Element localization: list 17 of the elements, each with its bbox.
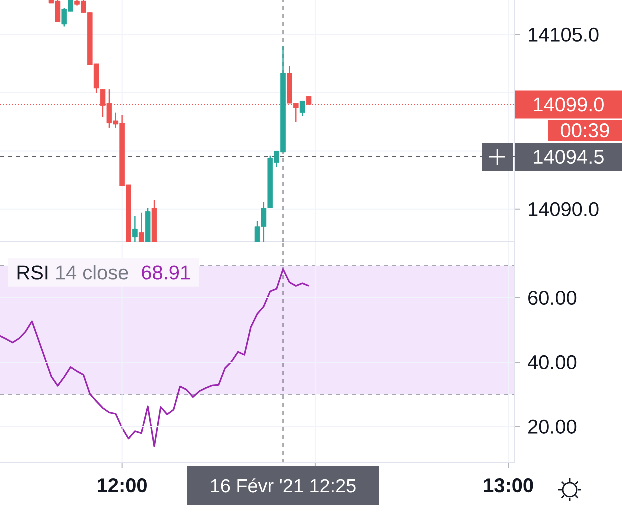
ref-line-label: 16 Févr '21 12:25 [211,478,356,493]
y-tick-label: 60.00 [528,290,577,306]
candlestick [132,216,138,243]
annotation: 68.91 [142,266,190,280]
x-tick-label: 13:00 [484,478,534,493]
text: 00:39 [561,124,610,138]
candlestick [300,100,306,117]
text: RSI [18,266,48,280]
y-tick-label: 40.00 [528,355,577,370]
y-tick-label: 20.00 [528,420,577,434]
y-tick-label: 14090.0 [529,202,599,216]
ref-line-label: 14094.5 [534,150,604,164]
ref-line-label: 14099.0 [534,98,604,112]
x-tick-label: 12:00 [98,478,147,493]
y-tick-label: 14105.0 [529,28,599,42]
text: 14 close [56,265,128,280]
candlestick [138,212,144,243]
